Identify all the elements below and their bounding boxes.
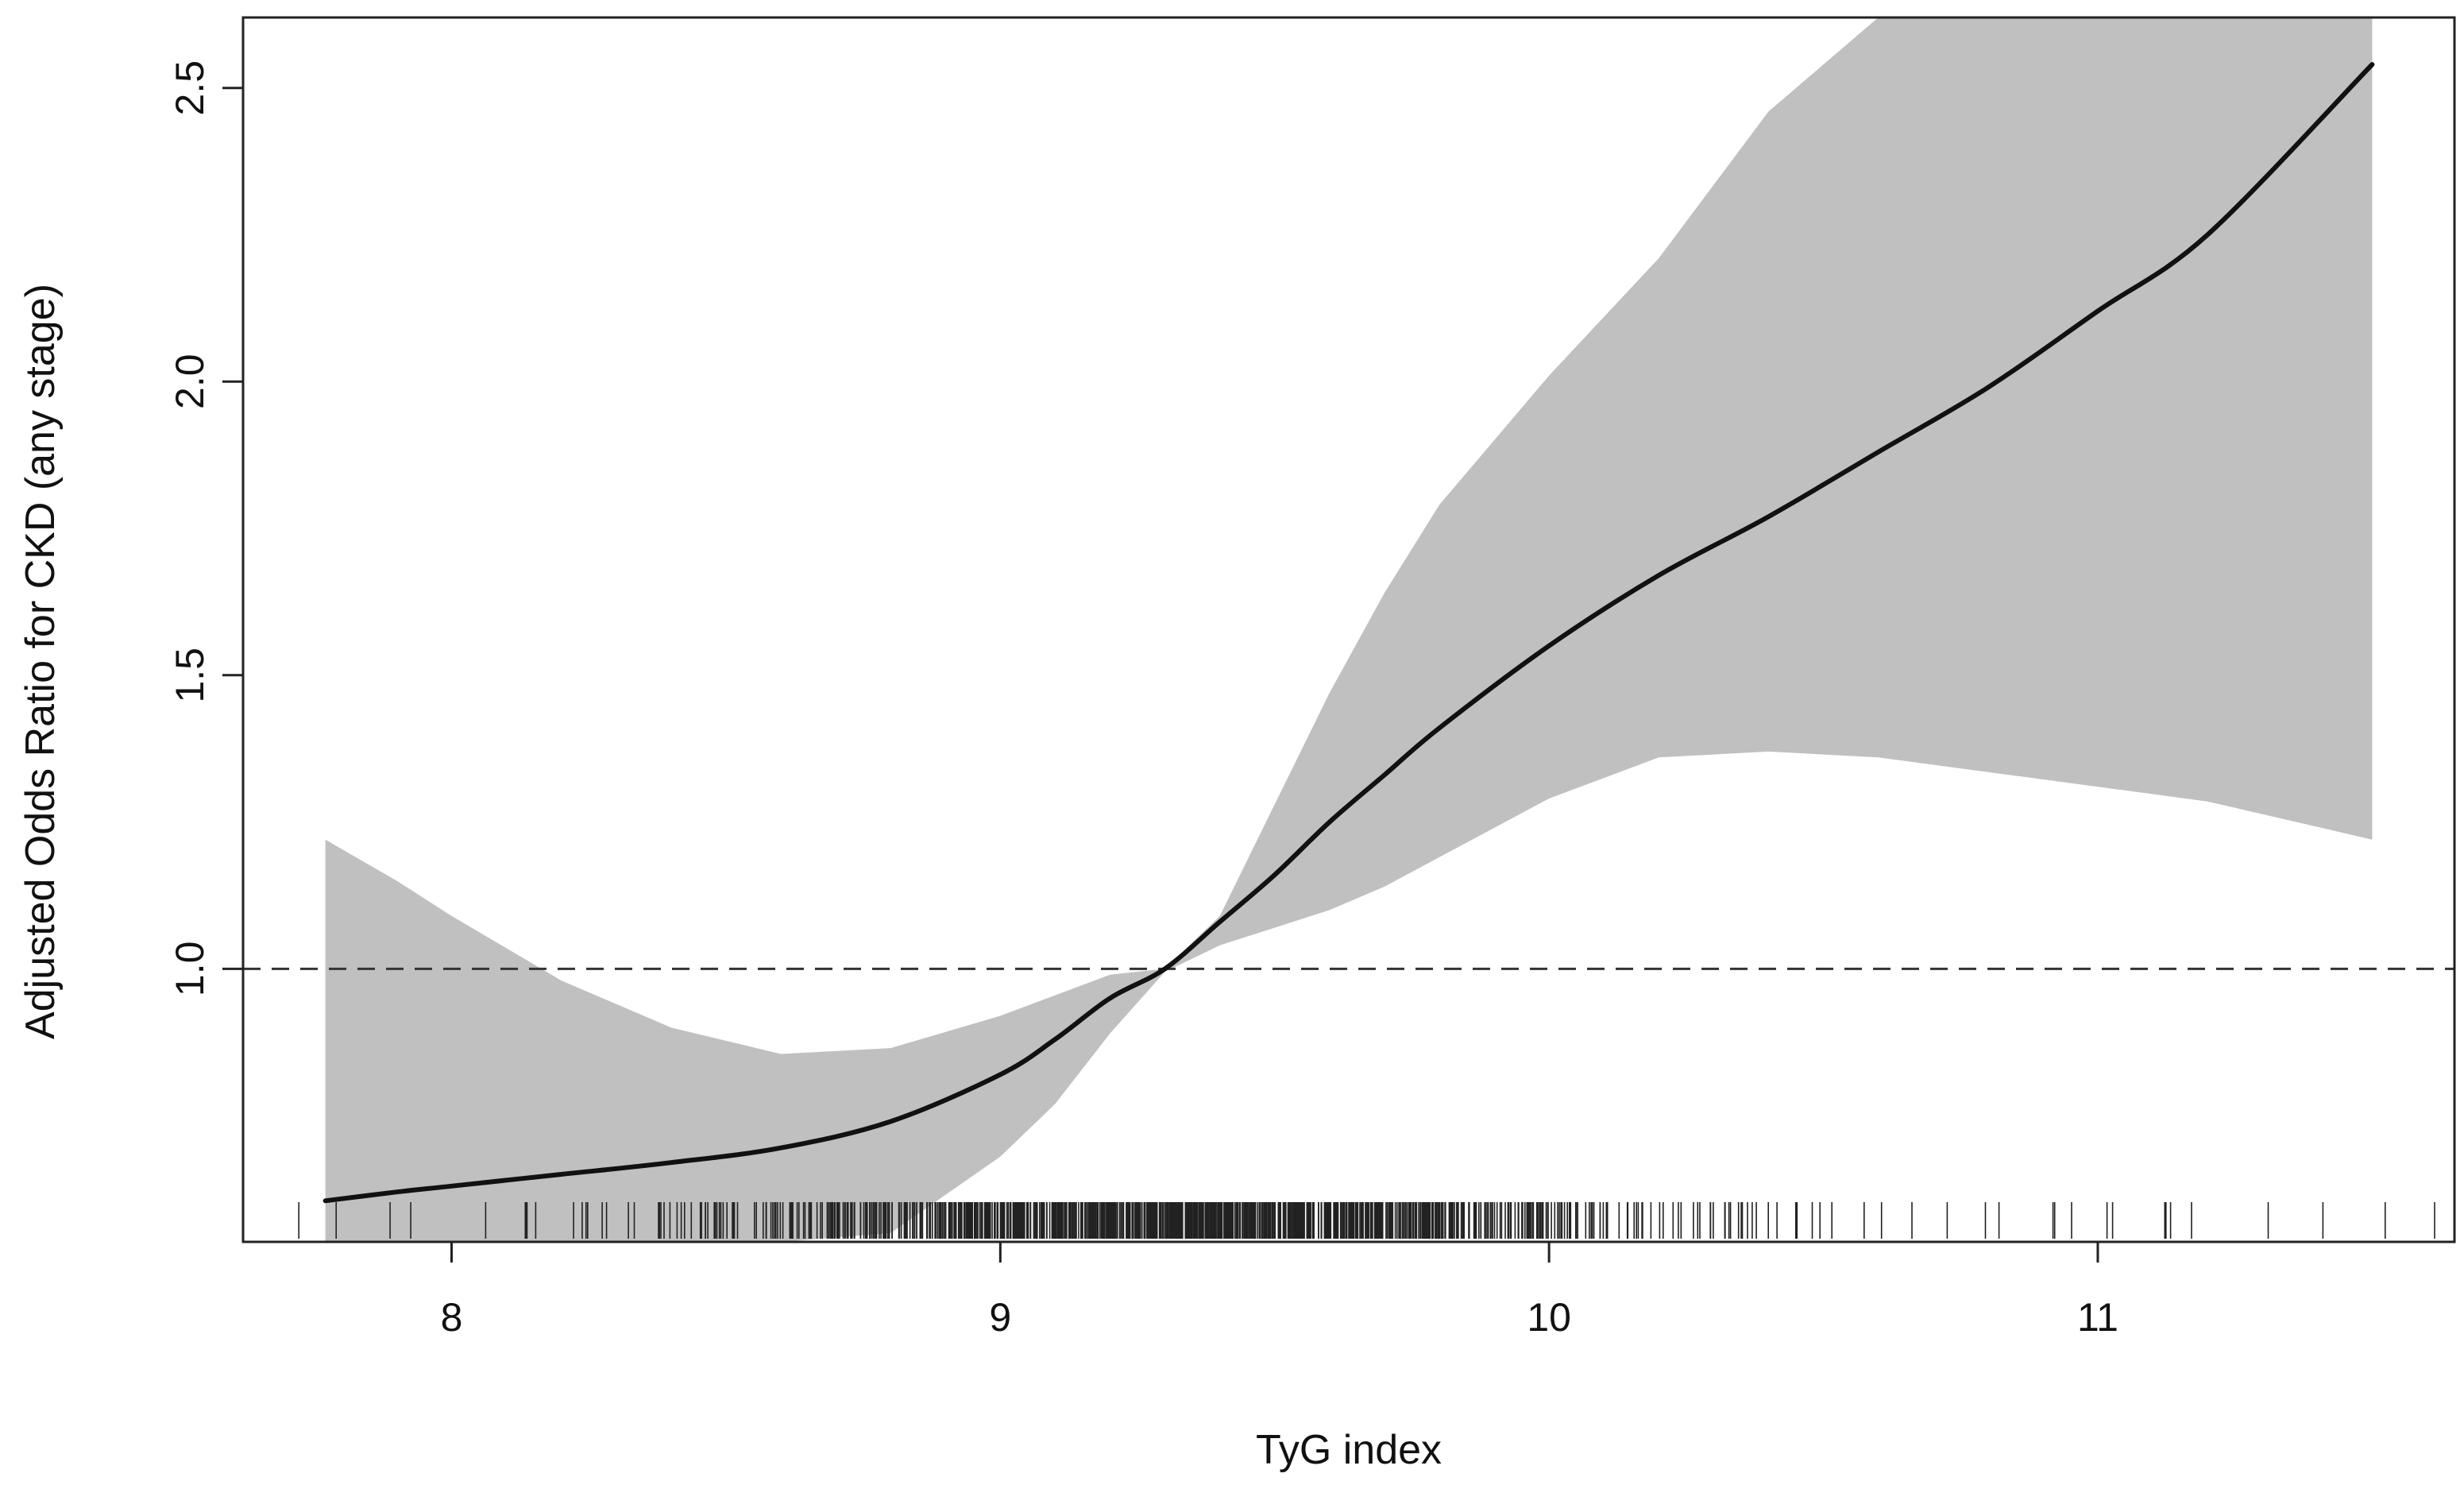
y-tick-label: 1.5 <box>168 648 212 703</box>
y-tick-label: 1.0 <box>168 942 212 997</box>
x-tick-label: 10 <box>1527 1295 1571 1340</box>
x-tick-label: 8 <box>441 1295 463 1340</box>
x-tick-label: 9 <box>989 1295 1011 1340</box>
y-tick-label: 2.5 <box>168 60 212 116</box>
odds-ratio-curve-layer <box>322 62 2375 1204</box>
rug-plot <box>298 1202 2435 1239</box>
confidence-band-layer <box>325 17 2373 1242</box>
y-tick-label: 2.0 <box>168 354 212 409</box>
x-tick-label: 11 <box>2077 1295 2118 1340</box>
y-axis: 1.0 1.5 2.0 2.5 <box>168 60 243 996</box>
x-axis: 8 9 10 11 <box>441 1242 2118 1340</box>
y-axis-title: Adjusted Odds Ratio for CKD (any stage) <box>17 284 64 1039</box>
odds-ratio-curve <box>322 62 2375 1204</box>
x-axis-title: TyG index <box>1256 1427 1442 1473</box>
confidence-band <box>325 17 2373 1242</box>
plot-frame <box>241 16 2456 1243</box>
